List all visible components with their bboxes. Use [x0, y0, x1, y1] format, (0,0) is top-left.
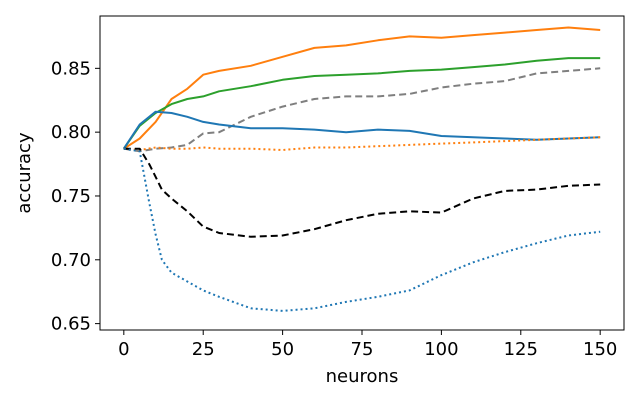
y-tick-label: 0.70: [51, 250, 91, 271]
x-tick-label: 25: [192, 339, 215, 360]
plot-area: [100, 16, 624, 330]
x-tick-label: 150: [583, 339, 617, 360]
series-layer: [122, 26, 601, 312]
x-tick-label: 125: [504, 339, 538, 360]
y-axis-ticks: 0.65 0.70 0.75 0.80 0.85: [51, 58, 100, 335]
y-axis-label: accuracy: [14, 132, 35, 214]
y-tick-label: 0.80: [51, 122, 91, 143]
series-line-4: [122, 110, 601, 150]
y-tick-label: 0.75: [51, 186, 91, 207]
series-line-3: [123, 67, 601, 153]
y-tick-label: 0.65: [51, 314, 91, 335]
x-tick-label: 100: [424, 339, 458, 360]
series-line-2: [122, 57, 601, 150]
x-tick-label: 75: [351, 339, 374, 360]
x-tick-label: 0: [118, 339, 129, 360]
series-line-6: [123, 147, 601, 238]
y-tick-label: 0.85: [51, 58, 91, 79]
series-line-5: [123, 136, 601, 151]
x-axis-label: neurons: [326, 366, 399, 387]
x-tick-label: 50: [271, 339, 294, 360]
x-axis-ticks: 0 25 50 75 100 125 150: [118, 330, 617, 360]
series-line-1: [123, 26, 601, 150]
